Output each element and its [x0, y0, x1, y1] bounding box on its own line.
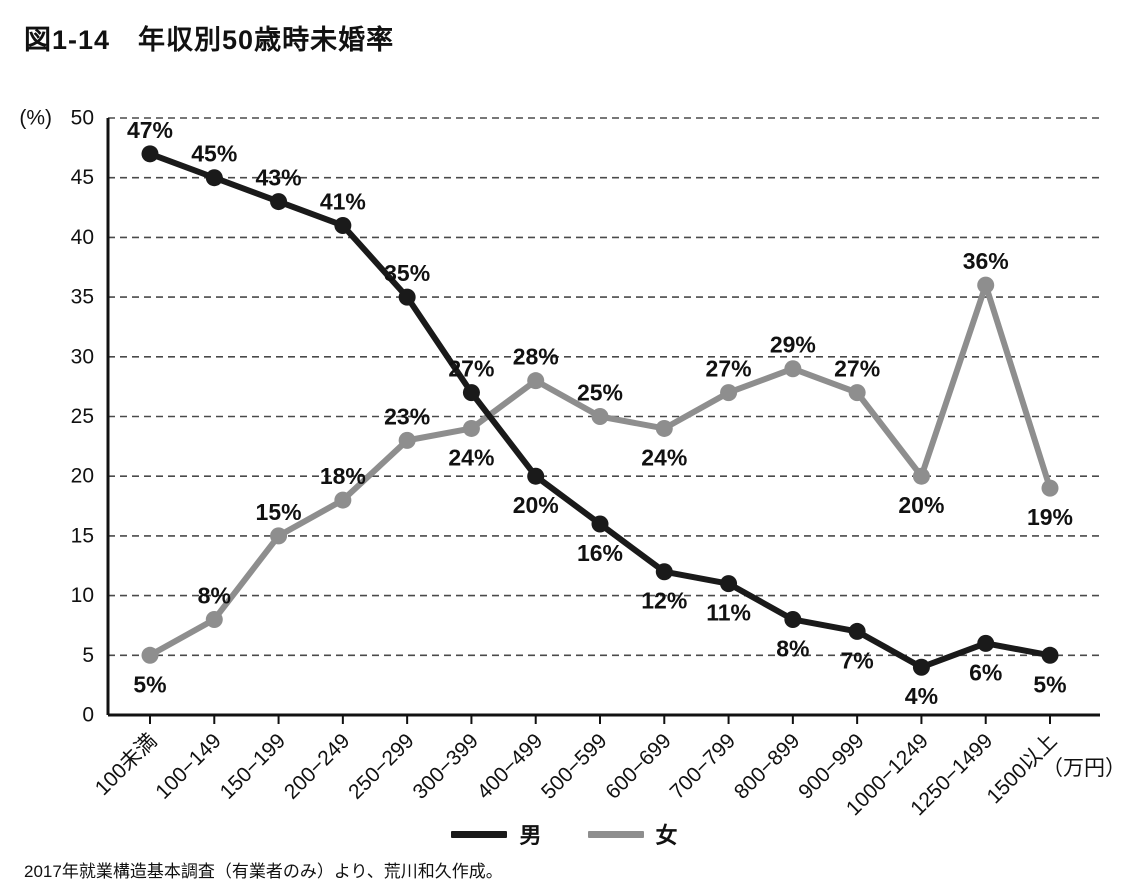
women-value-label: 24% — [641, 444, 687, 470]
men-data-point — [205, 169, 223, 187]
men-value-label: 43% — [256, 165, 302, 191]
men-value-label: 45% — [191, 141, 237, 167]
x-tick-label: 300−399 — [408, 729, 482, 803]
women-data-point — [784, 360, 802, 378]
women-data-point — [848, 384, 866, 402]
women-value-label: 18% — [320, 463, 366, 489]
men-data-point — [398, 288, 416, 306]
men-data-point — [334, 216, 352, 234]
men-data-point — [977, 634, 995, 652]
men-data-point — [848, 622, 866, 640]
women-data-point — [205, 610, 223, 628]
women-data-point — [655, 419, 673, 437]
men-value-label: 47% — [127, 117, 173, 143]
women-series-line — [147, 282, 1053, 659]
legend-label-men: 男 — [519, 823, 542, 848]
men-data-point — [527, 467, 545, 485]
women-value-label: 19% — [1027, 504, 1073, 530]
women-value-label: 20% — [898, 492, 944, 518]
women-data-point — [912, 467, 930, 485]
men-value-label: 11% — [706, 600, 751, 626]
men-value-label: 8% — [776, 635, 809, 661]
men-value-label: 27% — [448, 356, 494, 382]
women-value-label: 25% — [577, 380, 623, 406]
y-tick-label: 5 — [82, 644, 94, 667]
men-data-point — [462, 384, 480, 402]
x-tick-label: 150−199 — [216, 729, 290, 803]
men-data-point — [591, 515, 609, 533]
women-value-label: 15% — [256, 499, 302, 525]
women-value-label: 23% — [384, 403, 430, 429]
men-value-label: 41% — [320, 188, 366, 214]
men-line-swatch — [451, 830, 508, 838]
source-note: 2017年就業構造基本調査（有業者のみ）より、荒川和久作成。 — [24, 862, 503, 881]
men-data-point — [270, 193, 288, 211]
women-data-point — [977, 276, 995, 294]
women-data-point — [720, 384, 738, 402]
x-tick-label: 200−249 — [280, 729, 354, 803]
men-value-label: 4% — [905, 683, 938, 709]
women-line-swatch — [587, 830, 644, 838]
legend-item-men: 男 — [451, 818, 542, 850]
legend-label-women: 女 — [655, 823, 678, 848]
women-value-label: 36% — [963, 248, 1009, 274]
women-data-point — [141, 646, 159, 664]
men-value-label: 12% — [641, 588, 687, 614]
men-data-point — [720, 575, 738, 593]
men-data-point — [141, 145, 159, 163]
y-axis-unit: (%) — [19, 107, 52, 130]
men-value-label: 7% — [841, 647, 874, 673]
y-tick-label: 10 — [71, 584, 94, 607]
unmarried-rate-chart: 0 5 10 15 20 25 30 35 40 45 50 (%) 100未満100−149150−1… — [19, 107, 1126, 820]
women-data-point — [334, 491, 352, 509]
y-tick-label: 25 — [71, 405, 94, 428]
men-value-label: 5% — [1033, 671, 1066, 697]
women-data-point — [527, 372, 545, 390]
x-tick-label: 400−499 — [473, 729, 547, 803]
women-data-point — [398, 431, 416, 449]
women-value-label: 24% — [448, 444, 494, 470]
x-tick-label: 600−699 — [601, 729, 675, 803]
x-axis-unit: （万円） — [1042, 757, 1126, 780]
women-value-label: 27% — [834, 356, 880, 382]
chart-legend: 男 女 — [0, 819, 1129, 849]
men-data-point — [655, 563, 673, 581]
men-value-label: 6% — [969, 659, 1002, 685]
y-tick-label: 30 — [71, 345, 94, 368]
women-data-point — [591, 408, 609, 425]
women-value-label: 5% — [133, 671, 166, 697]
women-data-point — [462, 419, 480, 437]
legend-item-women: 女 — [587, 818, 678, 850]
y-tick-label: 50 — [71, 107, 94, 130]
y-tick-label: 35 — [71, 286, 94, 309]
men-data-point — [1041, 646, 1059, 664]
y-tick-label: 45 — [71, 166, 94, 189]
y-tick-label: 0 — [82, 704, 94, 727]
men-data-point — [784, 610, 802, 628]
x-tick-label: 700−799 — [666, 729, 740, 803]
y-tick-label: 40 — [71, 226, 94, 249]
women-value-label: 28% — [513, 344, 559, 370]
men-value-label: 35% — [384, 260, 430, 286]
men-value-label: 20% — [513, 492, 559, 518]
y-tick-label: 15 — [71, 524, 94, 547]
men-value-label: 16% — [577, 540, 623, 566]
x-tick-label: 800−899 — [730, 729, 804, 803]
y-tick-label: 20 — [71, 465, 94, 488]
figure-title: 図1-14 年収別50歳時未婚率 — [24, 25, 395, 55]
women-data-point — [270, 527, 288, 545]
x-tick-label: 250−299 — [344, 729, 418, 803]
x-tick-label: 500−599 — [537, 729, 611, 803]
women-value-label: 27% — [706, 356, 752, 382]
x-tick-label: 100−149 — [151, 729, 225, 803]
women-value-label: 8% — [198, 582, 231, 608]
women-value-label: 29% — [770, 332, 816, 358]
women-data-point — [1041, 479, 1059, 497]
x-tick-label: 100未満 — [91, 729, 162, 800]
men-data-point — [912, 658, 930, 676]
